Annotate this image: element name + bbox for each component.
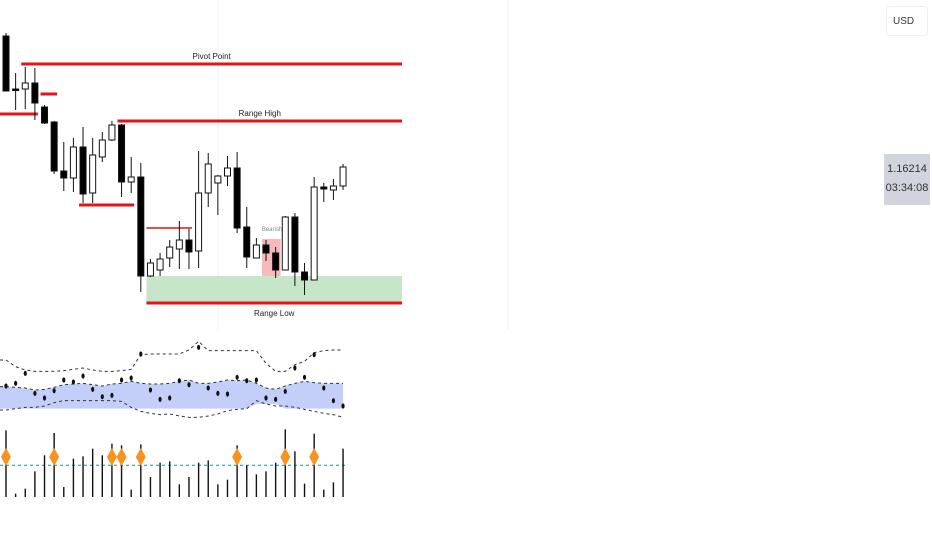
signal-diamond-icon: [135, 448, 146, 466]
bullish-candle: [214, 175, 222, 184]
oscillator-dot: [177, 378, 181, 384]
bullish-candle: [69, 146, 77, 179]
oscillator-dot: [341, 403, 345, 409]
band-top-line: [0, 379, 344, 391]
signal-diamond-icon: [116, 448, 127, 466]
signal-diamond-icon: [232, 448, 243, 466]
last-price: 1.16214: [887, 163, 927, 175]
oscillator-dot: [71, 379, 76, 385]
bearish-candle: [118, 124, 126, 183]
bearish-candle: [137, 176, 145, 277]
bullish-candle: [166, 246, 174, 259]
oscillator-dot: [110, 392, 114, 398]
bullish-candle: [223, 167, 231, 177]
signal-diamond-icon: [106, 448, 117, 466]
oscillator-dot: [216, 390, 220, 396]
signal-diamond-icon: [280, 448, 291, 466]
bearish-candle: [233, 167, 241, 229]
oscillator-dot: [283, 388, 287, 394]
bearish-candle: [320, 186, 328, 190]
bullish-candle: [21, 82, 29, 90]
oscillator-dot: [4, 383, 8, 389]
bullish-candle: [339, 166, 347, 187]
level-label: Range Low: [254, 309, 295, 318]
oscillator-dot: [274, 396, 278, 402]
oscillator-dot: [81, 373, 85, 379]
bullish-candle: [310, 186, 318, 281]
oscillator-dot: [264, 395, 268, 401]
bearish-candle: [60, 170, 68, 179]
bullish-candle: [156, 258, 164, 271]
lower-envelope: [0, 400, 344, 418]
oscillator-dot: [129, 375, 133, 381]
currency-selector[interactable]: USD: [886, 6, 928, 36]
upper-envelope: [0, 340, 344, 372]
bar-countdown: 03:34:08: [885, 182, 929, 194]
oscillator-dot: [42, 395, 47, 401]
oscillator-dot: [33, 390, 37, 396]
signal-diamond-icon: [49, 448, 60, 466]
oscillator-dot: [254, 377, 258, 383]
last-price-label: 1.16214 03:34:08: [884, 154, 930, 205]
bullish-candle: [252, 244, 260, 259]
oscillator-band: [0, 380, 344, 409]
bullish-candle: [204, 163, 212, 194]
oscillator-dot: [312, 352, 316, 358]
bearish-candle: [262, 244, 270, 254]
oscillator-dot: [62, 377, 66, 383]
bearish-candle: [272, 252, 280, 271]
oscillator-dot: [206, 385, 210, 391]
oscillator-dot: [100, 394, 104, 400]
oscillator-dot: [148, 387, 153, 393]
bullish-candle: [98, 139, 106, 158]
oscillator-dot: [52, 388, 56, 394]
oscillator-dot: [225, 391, 230, 397]
oscillator-dot: [158, 396, 162, 402]
bearish-candle: [2, 35, 10, 92]
bullish-candle: [127, 176, 135, 183]
oscillator-dot: [302, 374, 307, 380]
oscillator-dot: [235, 374, 239, 380]
oscillator-dot: [293, 365, 297, 371]
signal-diamond-icon: [1, 448, 11, 466]
bullish-candle: [89, 154, 97, 194]
bullish-candle: [175, 239, 183, 250]
bearish-label: Bearish: [262, 227, 282, 233]
oscillator-dot: [168, 395, 172, 401]
bearish-candle: [79, 146, 87, 195]
oscillator-dot: [23, 370, 27, 376]
oscillator-dot: [331, 398, 336, 404]
currency-label: USD: [893, 16, 915, 27]
bearish-candle: [301, 271, 309, 281]
bearish-candle: [185, 239, 193, 253]
oscillator-dot: [91, 386, 95, 392]
oscillator-dot: [139, 351, 143, 357]
oscillator-dot: [322, 385, 326, 391]
bullish-candle: [329, 185, 337, 191]
demand-zone: [146, 276, 402, 303]
oscillator-dot: [245, 378, 249, 384]
bearish-candle: [243, 226, 251, 258]
oscillator-dot: [119, 377, 124, 383]
bearish-candle: [41, 106, 49, 124]
bearish-candle: [50, 121, 58, 172]
bullish-candle: [146, 262, 154, 277]
oscillator-dot: [197, 344, 201, 350]
bearish-candle: [31, 82, 39, 104]
oscillator-dot: [187, 382, 191, 388]
bearish-candle: [12, 88, 20, 91]
bullish-candle: [195, 192, 203, 252]
bearish-candle: [291, 216, 299, 273]
bullish-candle: [108, 124, 116, 141]
level-label: Pivot Point: [193, 52, 232, 61]
bullish-candle: [281, 216, 289, 271]
signal-diamond-icon: [309, 448, 320, 466]
level-label: Range High: [239, 109, 281, 118]
oscillator-dot: [14, 380, 18, 386]
